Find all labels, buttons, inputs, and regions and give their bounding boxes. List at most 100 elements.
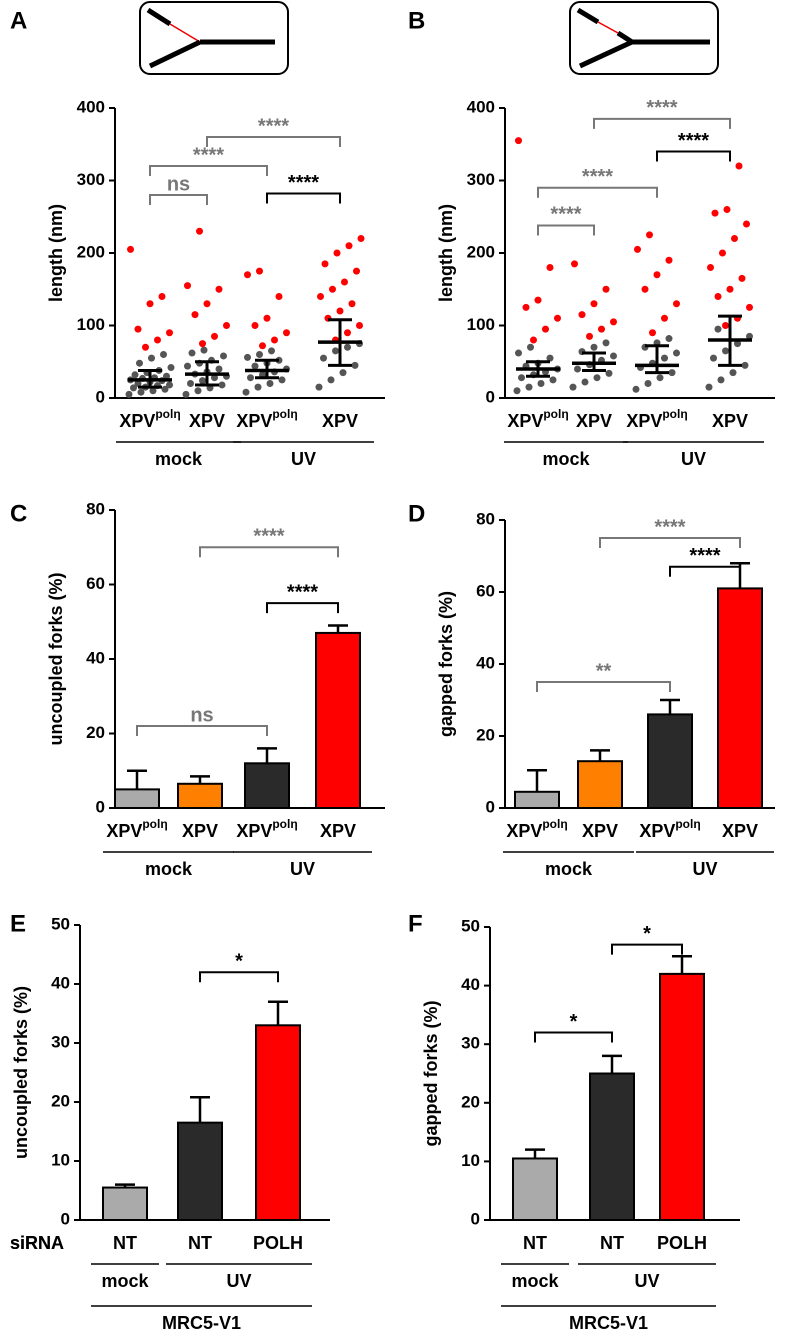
y-tick-label: 0 — [486, 387, 495, 406]
data-point — [723, 206, 731, 213]
data-point — [357, 235, 365, 242]
significance-bracket — [149, 194, 208, 205]
data-point — [341, 278, 348, 286]
x-tick-label: XPVpolη — [639, 817, 700, 841]
bar — [577, 760, 623, 810]
category-sup: polη — [542, 817, 567, 831]
y-tick-label: 40 — [51, 973, 70, 992]
bar — [514, 790, 560, 809]
data-point — [187, 380, 194, 387]
data-point — [590, 300, 598, 308]
data-point — [200, 346, 208, 354]
y-axis-label: uncoupled forks (%) — [46, 572, 66, 745]
data-point — [251, 322, 259, 329]
data-point — [254, 383, 262, 391]
group-label: mock — [101, 1271, 149, 1291]
data-point — [283, 329, 290, 337]
supergroup-label: MRC5-V1 — [569, 1313, 648, 1333]
data-point — [351, 361, 359, 369]
data-point — [518, 374, 525, 382]
significance-label: **** — [582, 166, 613, 188]
data-point — [574, 365, 581, 373]
y-tick-label: 60 — [86, 574, 105, 593]
significance-bracket — [136, 725, 268, 737]
bar — [512, 1157, 558, 1221]
bar — [255, 1024, 301, 1222]
data-point — [673, 300, 680, 308]
data-point — [315, 383, 323, 391]
category-text: NT — [188, 1233, 212, 1253]
y-tick-label: 400 — [467, 97, 495, 116]
category-text: XPV — [322, 411, 358, 431]
data-point — [717, 376, 725, 384]
group-label: UV — [290, 859, 315, 879]
significance-label: **** — [287, 581, 318, 603]
y-tick-label: 30 — [51, 1032, 70, 1051]
data-point — [722, 322, 729, 329]
bar — [647, 713, 693, 810]
category-text: NT — [600, 1233, 624, 1253]
data-point — [332, 347, 339, 355]
data-point — [665, 335, 673, 343]
data-point — [333, 249, 341, 257]
y-tick-label: 0 — [61, 1209, 70, 1228]
panel-label: C — [10, 500, 27, 527]
data-point — [251, 362, 259, 370]
y-tick-label: 0 — [471, 1209, 480, 1228]
category-text: XPV — [626, 411, 662, 431]
significance-label: **** — [654, 516, 685, 538]
data-point — [634, 245, 641, 253]
category-sup: polη — [662, 407, 687, 421]
y-tick-label: 20 — [86, 723, 105, 742]
fork-diagram-a — [139, 1, 289, 75]
data-point — [546, 264, 554, 271]
data-point — [154, 336, 161, 344]
category-text: XPV — [236, 821, 272, 841]
y-tick-label: 20 — [461, 1092, 480, 1111]
group-label: mock — [542, 449, 590, 469]
data-point — [182, 390, 190, 398]
group-label: mock — [545, 859, 593, 879]
significance-label: ** — [596, 660, 612, 682]
category-text: XPV — [119, 411, 155, 431]
category-text: POLH — [657, 1233, 707, 1253]
bar — [717, 587, 763, 810]
data-point — [163, 372, 170, 380]
category-text: XPV — [320, 821, 356, 841]
data-point — [649, 329, 656, 337]
x-tick-label: XPV — [712, 411, 748, 431]
data-point — [327, 376, 335, 384]
category-text: NT — [113, 1233, 137, 1253]
data-point — [522, 303, 530, 311]
significance-bracket — [536, 681, 671, 692]
category-text: XPV — [236, 411, 272, 431]
data-point — [734, 340, 741, 348]
data-point — [345, 242, 353, 250]
panel-label: B — [408, 7, 425, 34]
data-point — [142, 343, 149, 351]
data-point — [661, 354, 668, 362]
data-point — [242, 388, 250, 396]
category-sup: polη — [272, 407, 297, 421]
x-tick-label: XPVpolη — [236, 817, 297, 841]
data-point — [203, 300, 211, 308]
significance-bracket — [537, 186, 658, 198]
bar — [114, 788, 160, 809]
data-point — [211, 374, 218, 382]
y-tick-label: 300 — [77, 170, 105, 189]
category-sup: polη — [155, 407, 180, 421]
significance-label: **** — [258, 115, 289, 137]
significance-bracket — [199, 971, 279, 983]
category-text: XPV — [106, 821, 142, 841]
bar — [589, 1072, 635, 1221]
bar — [659, 972, 705, 1221]
data-point — [339, 369, 347, 377]
data-point — [266, 380, 274, 387]
data-point — [321, 260, 329, 268]
data-point — [665, 256, 673, 264]
data-point — [578, 311, 586, 319]
data-point — [146, 300, 154, 308]
data-point — [661, 314, 668, 322]
y-tick-label: 0 — [96, 797, 105, 816]
data-point — [131, 371, 139, 379]
